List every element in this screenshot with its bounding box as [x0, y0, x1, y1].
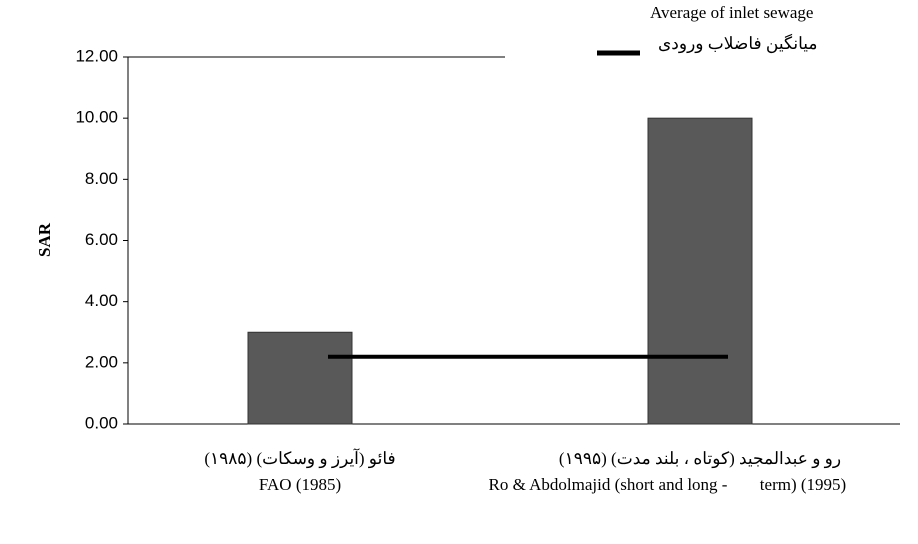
y-tick-label: 6.00	[85, 230, 118, 249]
y-tick-label: 4.00	[85, 291, 118, 310]
x-tick-label: فائو (آیرز و وسکات) (۱۹۸۵) FAO (1985)	[204, 447, 395, 494]
y-tick-label: 10.00	[75, 108, 118, 127]
y-tick-label: 2.00	[85, 352, 118, 371]
bar	[247, 331, 353, 425]
y-tick-label: 12.00	[75, 46, 118, 65]
y-tick-label: 0.00	[85, 413, 118, 432]
y-tick-label: 8.00	[85, 169, 118, 188]
bar	[647, 117, 753, 425]
x-tick-label: رو و عبدالمجید (کوتاه ، بلند مدت) (۱۹۹۵)…	[489, 449, 847, 494]
y-axis-label: SAR	[35, 222, 54, 257]
legend-label: Average of inlet sewage میانگین فاضلاب ور…	[650, 3, 818, 54]
